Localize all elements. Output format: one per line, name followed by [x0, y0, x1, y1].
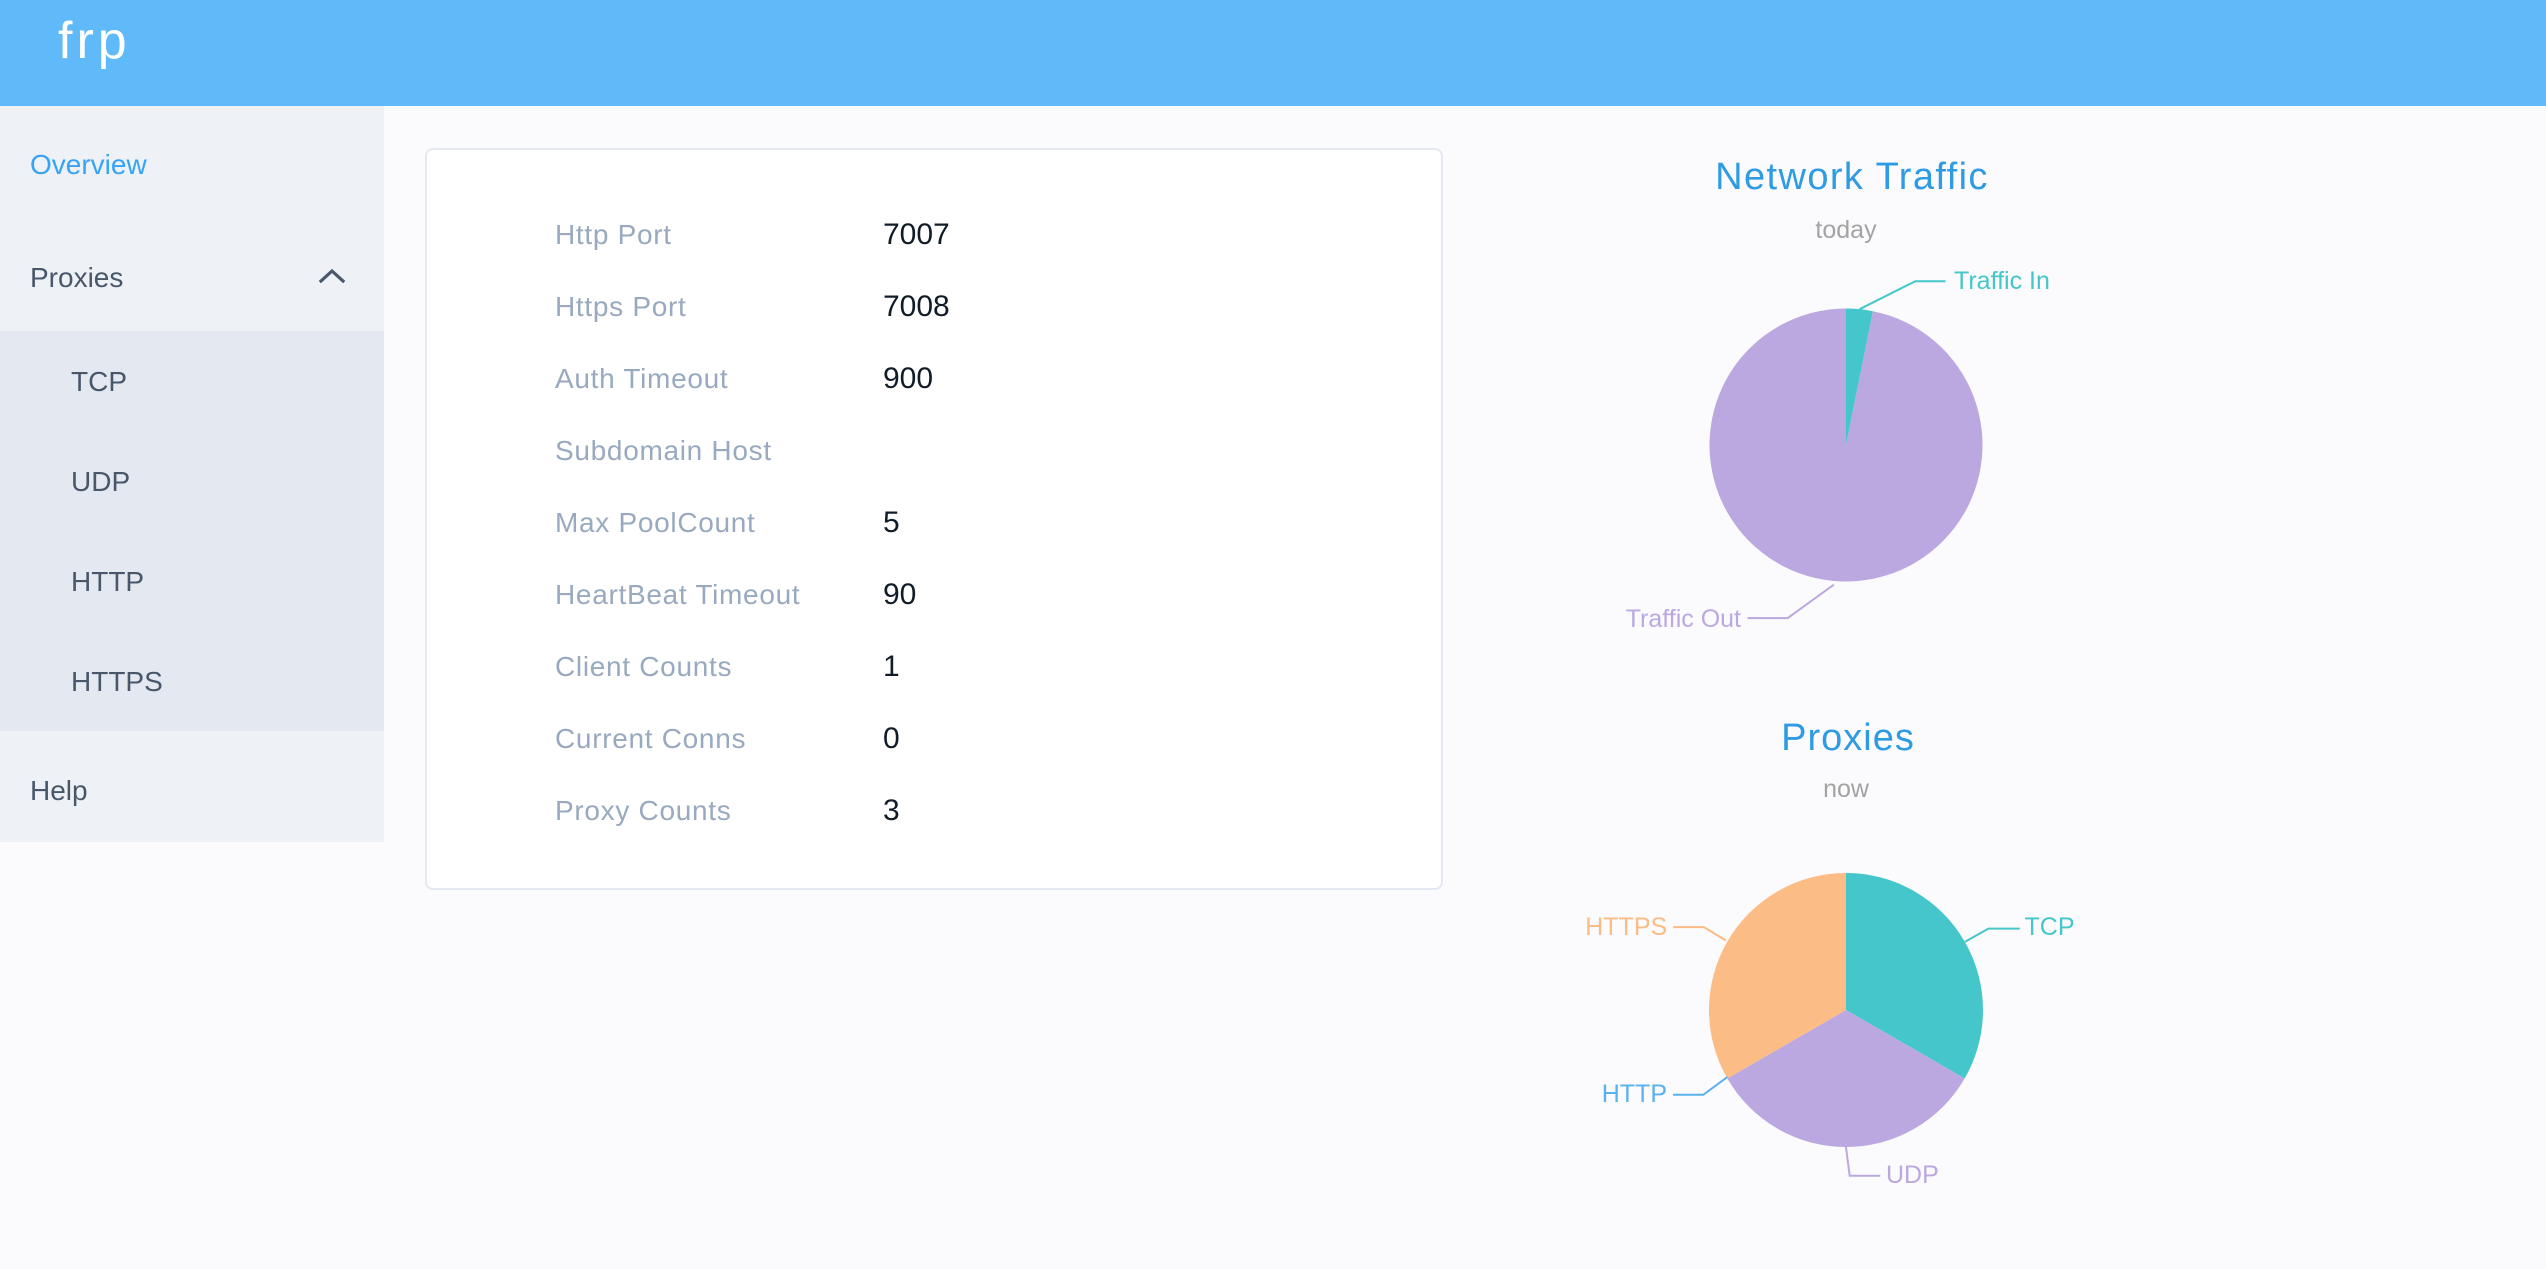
- svg-text:now: now: [1823, 775, 1870, 803]
- svg-text:Traffic In: Traffic In: [1954, 267, 2050, 295]
- svg-text:TCP: TCP: [2025, 913, 2075, 941]
- svg-text:today: today: [1815, 216, 1877, 244]
- svg-text:Proxies: Proxies: [1781, 717, 1915, 759]
- svg-text:Traffic Out: Traffic Out: [1626, 605, 1741, 633]
- svg-text:HTTPS: HTTPS: [1585, 913, 1667, 941]
- svg-text:HTTP: HTTP: [1602, 1080, 1667, 1108]
- svg-text:Network Traffic: Network Traffic: [1715, 156, 1989, 198]
- svg-text:UDP: UDP: [1886, 1161, 1939, 1189]
